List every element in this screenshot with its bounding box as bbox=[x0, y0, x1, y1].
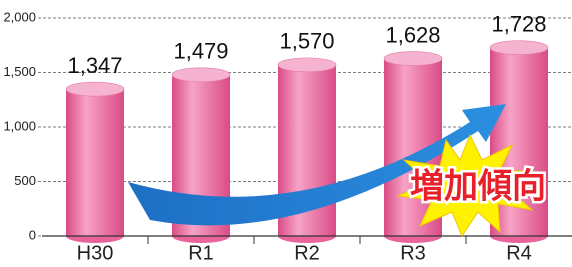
y-tick-label: 500 bbox=[14, 173, 36, 188]
value-label: 1,728 bbox=[491, 11, 546, 36]
value-label: 1,479 bbox=[173, 39, 228, 64]
x-tick-label: R3 bbox=[400, 242, 426, 264]
chart: 0 500 1,000 1,500 2,000 H30 R1 R2 R3 R4 1,347 1,47… bbox=[0, 0, 572, 267]
x-tick-label: H30 bbox=[77, 242, 114, 264]
bar-top bbox=[278, 58, 336, 72]
bar-top bbox=[172, 68, 230, 82]
value-label: 1,347 bbox=[67, 53, 122, 78]
y-tick-label: 1,500 bbox=[3, 64, 36, 79]
y-tick-label: 1,000 bbox=[3, 118, 36, 133]
value-label: 1,628 bbox=[385, 22, 440, 47]
y-tick-label: 2,000 bbox=[3, 9, 36, 24]
x-tick-label: R2 bbox=[294, 242, 320, 264]
x-tick-label: R1 bbox=[188, 242, 214, 264]
bar-top bbox=[490, 41, 548, 55]
bar-top bbox=[384, 52, 442, 66]
x-tick-label: R4 bbox=[506, 242, 532, 264]
bar bbox=[66, 89, 124, 236]
annotation: 増加傾向 bbox=[410, 167, 546, 207]
value-label: 1,570 bbox=[279, 29, 334, 54]
bar-top bbox=[66, 82, 124, 96]
y-tick-label: 0 bbox=[29, 227, 36, 242]
